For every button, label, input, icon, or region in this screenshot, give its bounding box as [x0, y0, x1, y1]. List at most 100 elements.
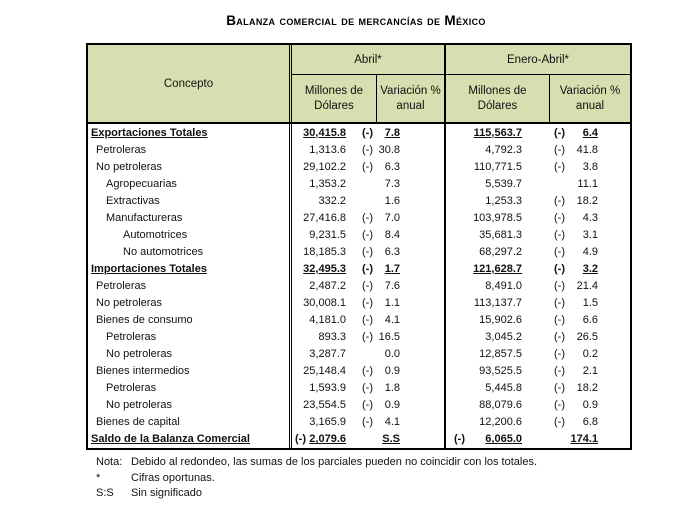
enero-abril-variacion-cell: (-) 1.5: [526, 297, 630, 309]
table-row: Importaciones Totales 32,495.3 (-) 1.7 12…: [88, 260, 630, 278]
enero-abril-millones-negative-sign: (-): [454, 433, 465, 446]
row-label: Petroleras: [96, 143, 147, 156]
enero-abril-variacion-cell: (-) 6.4: [526, 127, 630, 139]
enero-abril-variacion-negative-sign: (-): [554, 314, 565, 327]
abril-cells: 4,181.0 (-) 4.1: [292, 312, 444, 329]
abril-cells: 1,593.9 (-) 1.8: [292, 380, 444, 397]
enero-abril-cells: 88,079.6 (-) 0.9: [444, 396, 630, 414]
enero-abril-millones-cell: 12,200.6: [446, 416, 526, 428]
abril-variacion-cell: (-) 7.0: [356, 212, 444, 224]
abril-cells: 3,287.7 0.0: [292, 346, 444, 363]
abril-variacion-value: 8.4: [384, 228, 400, 241]
enero-abril-variacion-header: Variación % anual: [559, 84, 621, 112]
row-label-cell: No petroleras: [88, 345, 292, 363]
enero-abril-millones-value: 15,902.6: [479, 314, 522, 327]
abril-millones-negative-sign: (-): [295, 433, 306, 446]
concept-column-header: Concepto: [88, 45, 292, 122]
abril-millones-cell: 18,185.3: [292, 246, 356, 258]
enero-abril-variacion-value: 6.4: [582, 126, 598, 139]
row-label: No petroleras: [106, 348, 173, 361]
row-label-cell: No petroleras: [88, 158, 292, 176]
abril-millones-cell: 27,416.8: [292, 212, 356, 224]
abril-millones-cell: 29,102.2: [292, 161, 356, 173]
enero-abril-millones-value: 12,857.5: [479, 348, 522, 361]
abril-variacion-cell: (-) 6.3: [356, 161, 444, 173]
enero-abril-variacion-negative-sign: (-): [554, 160, 565, 173]
abril-millones-header: Millones de Dólares: [292, 75, 377, 122]
enero-abril-variacion-value: 6.6: [582, 314, 598, 327]
abril-millones-cell: (-) 2,079.6: [292, 433, 356, 445]
enero-abril-variacion-negative-sign: (-): [554, 382, 565, 395]
footnote-text: Sin significado: [131, 487, 202, 499]
enero-abril-variacion-cell: (-) 41.8: [526, 144, 630, 156]
enero-abril-variacion-value: 11.1: [577, 177, 598, 190]
abril-variacion-value: 1.6: [384, 194, 400, 207]
abril-variacion-cell: (-) 4.1: [356, 314, 444, 326]
enero-abril-variacion-negative-sign: (-): [554, 365, 565, 378]
enero-abril-millones-cell: 115,563.7: [446, 127, 526, 139]
enero-abril-variacion-cell: (-) 3.2: [526, 263, 630, 275]
enero-abril-variacion-value: 3.8: [582, 160, 598, 173]
enero-abril-millones-cell: 4,792.3: [446, 144, 526, 156]
row-label-cell: Saldo de la Balanza Comercial: [88, 430, 292, 448]
enero-abril-millones-value: 8,491.0: [485, 279, 522, 292]
footnote-text: Debido al redondeo, las sumas de los par…: [131, 456, 538, 468]
row-label-cell: Bienes intermedios: [88, 362, 292, 380]
enero-abril-millones-cell: 93,525.5: [446, 365, 526, 377]
enero-abril-variacion-value: 174.1: [570, 433, 598, 446]
abril-cells: 9,231.5 (-) 8.4: [292, 226, 444, 243]
enero-abril-millones-value: 88,079.6: [479, 399, 522, 412]
table-header: Concepto Abril* Millones de Dólares Vari…: [88, 45, 630, 124]
abril-variacion-negative-sign: (-): [362, 262, 373, 275]
row-label-cell: Importaciones Totales: [88, 260, 292, 278]
enero-abril-cells: 1,253.3 (-) 18.2: [444, 192, 630, 210]
abril-variacion-value: 0.0: [384, 348, 400, 361]
table-row: Manufactureras 27,416.8 (-) 7.0 103,978.5…: [88, 209, 630, 227]
abril-variacion-negative-sign: (-): [362, 279, 373, 292]
abril-millones-cell: 2,487.2: [292, 280, 356, 292]
footnote-label: *: [96, 471, 101, 484]
abril-cells: 29,102.2 (-) 6.3: [292, 158, 444, 175]
enero-abril-cells: 12,857.5 (-) 0.2: [444, 345, 630, 363]
row-label: No petroleras: [96, 160, 163, 173]
enero-abril-cells: 113,137.7 (-) 1.5: [444, 294, 630, 312]
enero-abril-millones-value: 12,200.6: [479, 416, 522, 429]
abril-millones-cell: 893.3: [292, 331, 356, 343]
row-label-cell: Agropecuarias: [88, 175, 292, 193]
enero-abril-variacion-cell: (-) 4.3: [526, 212, 630, 224]
abril-variacion-header: Variación % anual: [380, 84, 441, 112]
abril-millones-value: 1,353.2: [309, 177, 346, 190]
enero-abril-millones-cell: 15,902.6: [446, 314, 526, 326]
table-row: Exportaciones Totales 30,415.8 (-) 7.8 11…: [88, 124, 630, 142]
abril-variacion-negative-sign: (-): [362, 382, 373, 395]
enero-abril-millones-header: Millones de Dólares: [446, 75, 550, 122]
abril-variacion-cell: (-) 7.8: [356, 127, 444, 139]
enero-abril-variacion-cell: (-) 18.2: [526, 195, 630, 207]
abril-variacion-value: 6.3: [384, 245, 400, 258]
abril-millones-cell: 32,495.3: [292, 263, 356, 275]
abril-variacion-cell: (-) 16.5: [356, 331, 444, 343]
footnote-text: Cifras oportunas.: [131, 471, 215, 484]
abril-variacion-negative-sign: (-): [362, 211, 373, 224]
row-label: Bienes de capital: [96, 416, 180, 429]
enero-abril-millones-cell: 103,978.5: [446, 212, 526, 224]
abril-millones-value: 29,102.2: [303, 160, 346, 173]
abril-variacion-negative-sign: (-): [362, 160, 373, 173]
enero-abril-variacion-cell: (-) 4.9: [526, 246, 630, 258]
abril-millones-value: 30,008.1: [303, 296, 346, 309]
abril-millones-cell: 30,415.8: [292, 127, 356, 139]
table-row: Petroleras 1,313.6 (-) 30.8 4,792.3 (-) 41…: [88, 141, 630, 159]
abril-variacion-negative-sign: (-): [362, 314, 373, 327]
row-label-cell: Extractivas: [88, 192, 292, 210]
table-row: Automotrices 9,231.5 (-) 8.4 35,681.3 (-)…: [88, 226, 630, 244]
enero-abril-variacion-cell: 11.1: [526, 178, 630, 190]
footnote-label: Nota:: [96, 456, 123, 468]
abril-variacion-negative-sign: (-): [362, 126, 373, 139]
table-row: Saldo de la Balanza Comercial (-) 2,079.6…: [88, 430, 630, 448]
enero-abril-variacion-negative-sign: (-): [554, 194, 565, 207]
enero-abril-variacion-cell: (-) 21.4: [526, 280, 630, 292]
enero-abril-variacion-value: 3.1: [582, 228, 598, 241]
abril-cells: 2,487.2 (-) 7.6: [292, 277, 444, 294]
enero-abril-group-title: Enero-Abril*: [446, 45, 630, 75]
